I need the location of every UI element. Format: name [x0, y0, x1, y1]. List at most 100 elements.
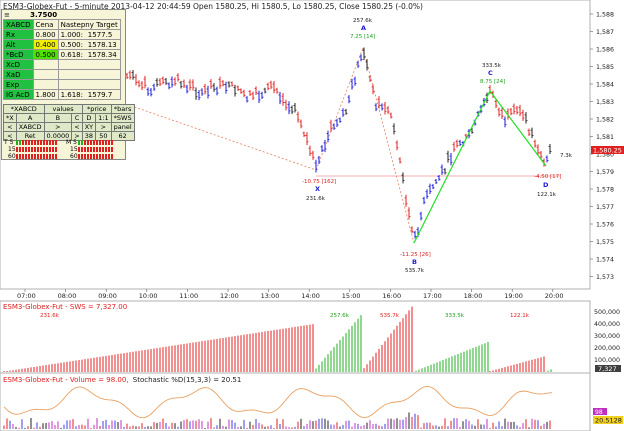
stoch-badge-volume-label: 98 [595, 409, 603, 416]
row-ratio: 1.000: [57, 29, 86, 40]
timeframe-block [99, 147, 101, 152]
volume-histogram [3, 412, 551, 429]
volume-current-label: 7,327 [598, 365, 617, 373]
row-target [85, 59, 121, 70]
timeframe-block [43, 154, 45, 159]
xy-next-button[interactable]: > [95, 122, 112, 132]
timeframe-block [40, 154, 42, 159]
timeframe-block [52, 147, 54, 152]
row-target: 1578.13 [85, 39, 121, 50]
timeframe-block [87, 147, 89, 152]
row-label[interactable]: Alt [3, 39, 34, 50]
row-label[interactable]: IG AcD [3, 89, 34, 100]
d-button[interactable]: D [81, 113, 97, 123]
xabcd-toggle-button[interactable]: *XABCD [3, 104, 45, 114]
price-tick-label: 1,585 [596, 64, 614, 71]
timeframe-label: 15 [8, 146, 16, 153]
price-tick-label: 1,576 [596, 222, 614, 229]
timeframe-block [43, 147, 45, 152]
timeframe-block [111, 154, 113, 159]
ret-62-button[interactable]: 62 [110, 131, 135, 141]
table-row: XaD [3, 69, 121, 80]
timeframe-block [78, 140, 80, 145]
label-x-name: X [315, 185, 320, 193]
row-label[interactable]: XcD [3, 59, 34, 70]
timeframe-block [22, 147, 24, 152]
header-xabcd: XABCD [3, 19, 34, 30]
xabcd-next-button[interactable]: > [43, 122, 73, 132]
time-tick-label: 17:00 [423, 292, 442, 300]
ratio-1-1-button[interactable]: 1:1 [95, 113, 112, 123]
ret-label: Ret [15, 131, 45, 141]
row-cena: 0.800 [32, 29, 59, 40]
row-cena: 0.500 [32, 49, 59, 60]
row-label[interactable]: Rx [3, 29, 34, 40]
time-tick-label: 08:00 [58, 292, 77, 300]
label-a-above: 257.6k [353, 18, 373, 24]
x-button[interactable]: *X [3, 113, 17, 123]
panel-button[interactable]: panel [110, 122, 135, 132]
volume-current-badge [595, 365, 621, 372]
time-tick-label: 15:00 [342, 292, 361, 300]
row-label[interactable]: *BcD [3, 49, 34, 60]
timeframe-block [102, 140, 104, 145]
stoch-badge-value-label: 20.5128 [595, 417, 622, 425]
label-a-below: 7.25 [14] [350, 34, 375, 40]
timeframe-block [37, 140, 39, 145]
timeframe-block [105, 154, 107, 159]
xabcd-panel[interactable]: ≡ 3.7500 XABCD Cena Nastepny Target Rx 0… [1, 9, 135, 160]
stoch-title-indicator: Stochastic %D(15,3,3) = 20.51 [133, 376, 242, 384]
timeframe-block [37, 147, 39, 152]
candlestick-series [125, 47, 552, 239]
sws-button[interactable]: *SWS [110, 113, 135, 123]
values-button[interactable]: values [43, 104, 83, 114]
timeframe-block [111, 147, 113, 152]
time-tick-label: 13:00 [261, 292, 280, 300]
label-d-above: -4.50 [17] [534, 174, 561, 180]
price-tick-label: 1,580 [596, 152, 614, 159]
bars-button[interactable]: *bars [110, 104, 135, 114]
time-tick-label: 16:00 [382, 292, 401, 300]
price-tick-label: 1,579 [596, 169, 614, 176]
xabcd-prev-button[interactable]: < [3, 122, 17, 132]
label-a-name: A [361, 24, 366, 32]
timeframe-block [93, 154, 95, 159]
price-tick-label: 1,582 [596, 117, 614, 124]
timeframe-block [28, 154, 30, 159]
timeframe-row: 15 [70, 146, 78, 153]
xy-prev-button[interactable]: < [71, 122, 83, 132]
timeframe-block [93, 147, 95, 152]
button-row: *XABCD values *price *bars [3, 104, 135, 114]
time-tick-label: 18:00 [464, 292, 483, 300]
row-ratio: 0.500: [57, 39, 86, 50]
panel-close-button[interactable]: ≡ [4, 11, 10, 19]
label-x-above: -10.75 [162] [302, 179, 336, 185]
price-button[interactable]: *price [81, 104, 112, 114]
price-tick-label: 1,581 [596, 134, 614, 141]
row-label[interactable]: Exp [3, 79, 34, 90]
price-tick-label: 1,584 [596, 82, 614, 89]
volume-tick-label: 400,000 [594, 321, 620, 328]
button-row: *X A B C D 1:1 *SWS [3, 113, 135, 123]
row-label[interactable]: XaD [3, 69, 34, 80]
a-button[interactable]: A [15, 113, 45, 123]
timeframe-block [99, 140, 101, 145]
volume-bars [3, 306, 552, 372]
timeframe-block [78, 147, 80, 152]
stochastic-line [3, 385, 553, 419]
time-tick-label: 19:00 [504, 292, 523, 300]
xabcd-label: XABCD [15, 122, 45, 132]
harmonic-pattern-line [413, 89, 547, 244]
b-button[interactable]: B [43, 113, 73, 123]
time-tick-label: 14:00 [301, 292, 320, 300]
timeframe-block [108, 147, 110, 152]
panel-ratio-value: 3.7500 [30, 11, 58, 19]
ret-next-button[interactable]: > [71, 131, 83, 141]
timeframe-block [93, 140, 95, 145]
label-b-above: -11.25 [26] [400, 252, 431, 258]
volume-tick-label: 500,000 [594, 309, 620, 316]
label-c-below: 8.75 [24] [480, 79, 505, 85]
c-button[interactable]: C [71, 113, 83, 123]
label-c-name: C [488, 69, 493, 77]
